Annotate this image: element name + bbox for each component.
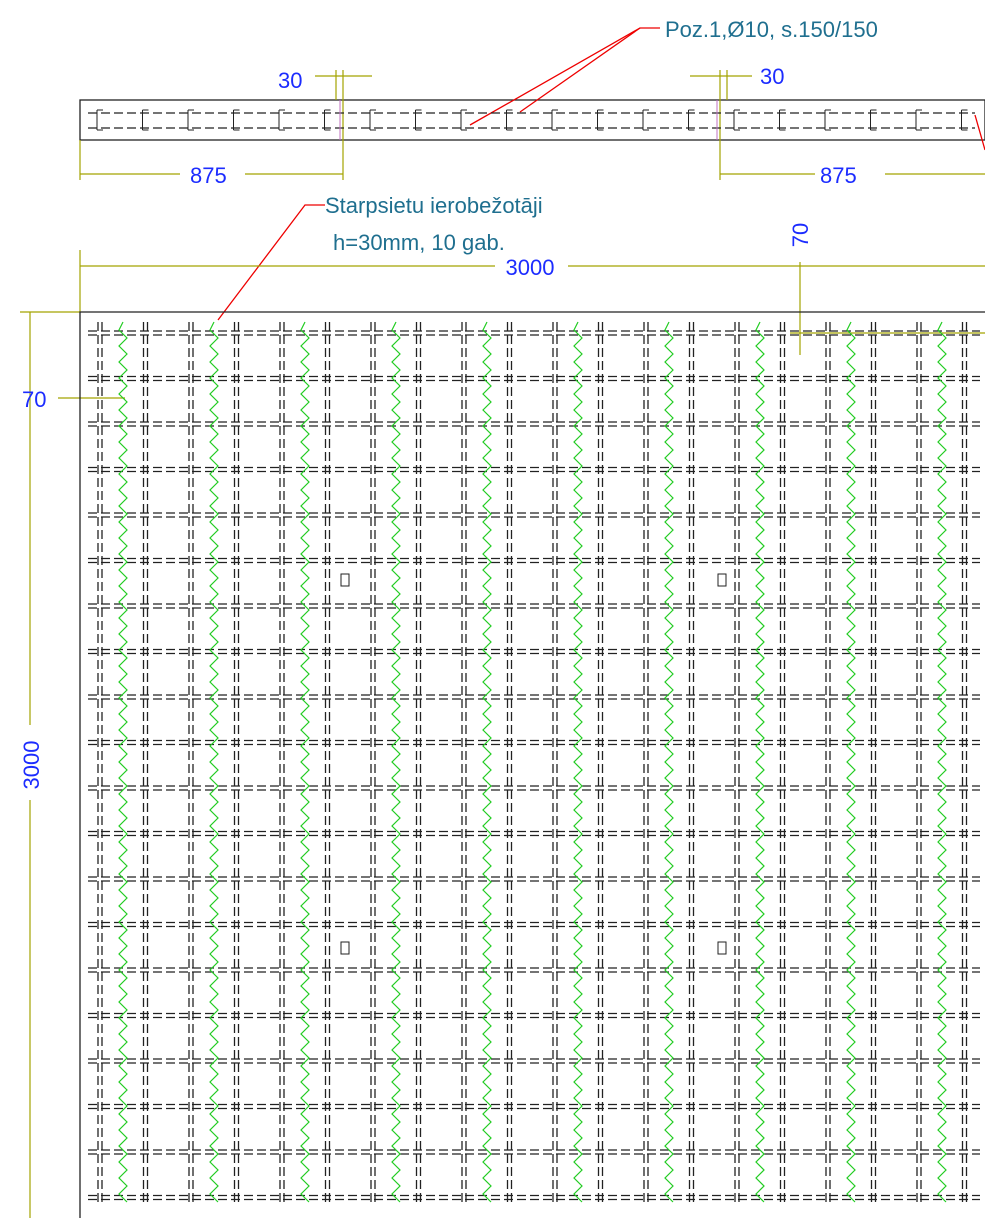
spacer bbox=[846, 321, 856, 1203]
dim-label: 30 bbox=[760, 64, 784, 89]
stirrup bbox=[278, 109, 285, 131]
dim-label: 30 bbox=[278, 68, 302, 93]
stirrup bbox=[688, 109, 695, 131]
stirrup bbox=[733, 109, 740, 131]
stirrup bbox=[506, 109, 513, 131]
stirrup bbox=[597, 109, 604, 131]
callout: Starpsietu ierobežotāji bbox=[325, 193, 543, 218]
marker bbox=[340, 573, 350, 587]
stirrup bbox=[824, 109, 831, 131]
stirrup bbox=[460, 109, 467, 131]
dim-label: 3000 bbox=[19, 741, 44, 790]
spacer bbox=[300, 321, 310, 1203]
marker bbox=[340, 941, 350, 955]
leader bbox=[469, 27, 660, 126]
stirrup bbox=[870, 109, 877, 131]
stirrup bbox=[324, 109, 331, 131]
stirrup bbox=[961, 109, 968, 131]
spacer bbox=[482, 321, 492, 1203]
spacer bbox=[118, 321, 128, 1203]
dim-label: 3000 bbox=[506, 255, 555, 280]
leader bbox=[217, 204, 325, 321]
stirrup bbox=[551, 109, 558, 131]
spacer bbox=[937, 321, 947, 1203]
dim-label: 875 bbox=[190, 163, 227, 188]
stirrup bbox=[915, 109, 922, 131]
stirrup bbox=[642, 109, 649, 131]
spacer bbox=[209, 321, 219, 1203]
stirrup bbox=[96, 109, 103, 131]
stirrup bbox=[142, 109, 149, 131]
spacer bbox=[573, 321, 583, 1203]
callout: h=30mm, 10 gab. bbox=[333, 230, 505, 255]
marker bbox=[717, 573, 727, 587]
elevation-outline bbox=[79, 99, 985, 141]
spacer bbox=[391, 321, 401, 1203]
rebar-grid bbox=[88, 100, 980, 1205]
stirrup bbox=[187, 109, 194, 131]
stirrup bbox=[369, 109, 376, 131]
dim-label: 70 bbox=[22, 387, 46, 412]
spacer bbox=[664, 321, 674, 1203]
leader bbox=[519, 27, 641, 113]
leader bbox=[974, 114, 985, 151]
stirrup bbox=[233, 109, 240, 131]
marker bbox=[717, 941, 727, 955]
stirrup bbox=[415, 109, 422, 131]
dim-label: 875 bbox=[820, 163, 857, 188]
callout: Poz.1,Ø10, s.150/150 bbox=[665, 17, 878, 42]
plan-outline bbox=[79, 311, 985, 1218]
stirrup bbox=[779, 109, 786, 131]
spacer bbox=[755, 321, 765, 1203]
dim-label: 70 bbox=[788, 223, 813, 247]
